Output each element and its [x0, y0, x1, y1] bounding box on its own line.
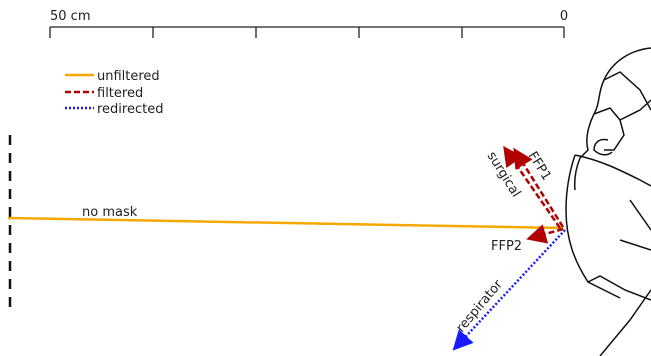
legend-label: redirected: [97, 102, 163, 117]
head: [566, 48, 651, 356]
legend-label: filtered: [97, 86, 143, 101]
scale-label: 0: [560, 9, 568, 24]
flow-label: FFP2: [491, 239, 522, 254]
scale-bar: [50, 27, 564, 38]
diagram: 50 cm 0 unfiltered filtered redirected n…: [0, 0, 651, 356]
scale-label: 50 cm: [50, 9, 91, 24]
flow-label: surgical: [484, 149, 524, 200]
legend: unfiltered filtered redirected: [65, 69, 163, 117]
flow-label: respirator: [454, 277, 507, 336]
flow-label: no mask: [82, 205, 138, 220]
flow-label: FFP1: [525, 149, 554, 183]
legend-label: unfiltered: [97, 69, 160, 84]
